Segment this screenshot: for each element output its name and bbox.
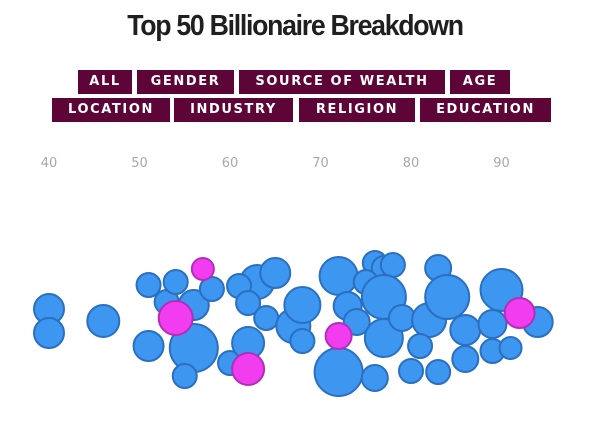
filter-education-button[interactable]: EDUCATION: [420, 98, 551, 122]
page-title: Top 50 Billionaire Breakdown: [127, 10, 464, 42]
male-billionaire-bubble[interactable]: [162, 269, 189, 295]
filter-gender-button[interactable]: GENDER: [137, 70, 234, 94]
age-tick-label: 60: [221, 156, 239, 171]
male-billionaire-bubble[interactable]: [313, 347, 364, 397]
male-billionaire-bubble[interactable]: [477, 309, 508, 339]
filter-religion-button[interactable]: RELIGION: [299, 98, 415, 122]
male-billionaire-bubble[interactable]: [259, 257, 292, 289]
female-billionaire-bubble[interactable]: [503, 297, 536, 329]
male-billionaire-bubble[interactable]: [171, 363, 198, 389]
male-billionaire-bubble[interactable]: [451, 345, 480, 373]
male-billionaire-bubble[interactable]: [360, 364, 389, 392]
male-billionaire-bubble[interactable]: [283, 286, 322, 324]
female-billionaire-bubble[interactable]: [324, 322, 353, 350]
male-billionaire-bubble[interactable]: [318, 256, 359, 296]
male-billionaire-bubble[interactable]: [424, 274, 471, 320]
male-billionaire-bubble[interactable]: [132, 330, 165, 362]
male-billionaire-bubble[interactable]: [407, 333, 434, 359]
male-billionaire-bubble[interactable]: [198, 276, 225, 302]
age-tick-label: 40: [40, 156, 58, 171]
male-billionaire-bubble[interactable]: [86, 304, 121, 338]
male-billionaire-bubble[interactable]: [498, 336, 523, 360]
male-billionaire-bubble[interactable]: [289, 328, 316, 354]
female-billionaire-bubble[interactable]: [157, 300, 194, 336]
filter-age-button[interactable]: AGE: [450, 70, 510, 94]
age-tick-label: 80: [402, 156, 420, 171]
male-billionaire-bubble[interactable]: [398, 358, 424, 384]
male-billionaire-bubble[interactable]: [425, 359, 452, 385]
age-axis-ticks: 40 50 60 70 80 90: [0, 156, 590, 176]
age-tick-label: 70: [312, 156, 329, 171]
male-billionaire-bubble[interactable]: [253, 305, 280, 331]
filter-industry-button[interactable]: INDUSTRY: [174, 98, 293, 122]
age-tick-label: 50: [131, 156, 148, 171]
male-billionaire-bubble[interactable]: [235, 290, 262, 316]
filter-location-button[interactable]: LOCATION: [52, 98, 170, 122]
filter-all-button[interactable]: ALL: [78, 70, 132, 94]
male-billionaire-bubble[interactable]: [387, 304, 416, 332]
filter-source-of-wealth-button[interactable]: SOURCE OF WEALTH: [239, 70, 445, 94]
male-billionaire-bubble[interactable]: [379, 252, 406, 278]
male-billionaire-bubble[interactable]: [449, 314, 482, 346]
age-tick-label: 90: [493, 156, 510, 171]
male-billionaire-bubble[interactable]: [135, 272, 162, 298]
female-billionaire-bubble[interactable]: [231, 352, 266, 386]
female-billionaire-bubble[interactable]: [190, 257, 215, 281]
male-billionaire-bubble[interactable]: [33, 317, 65, 349]
